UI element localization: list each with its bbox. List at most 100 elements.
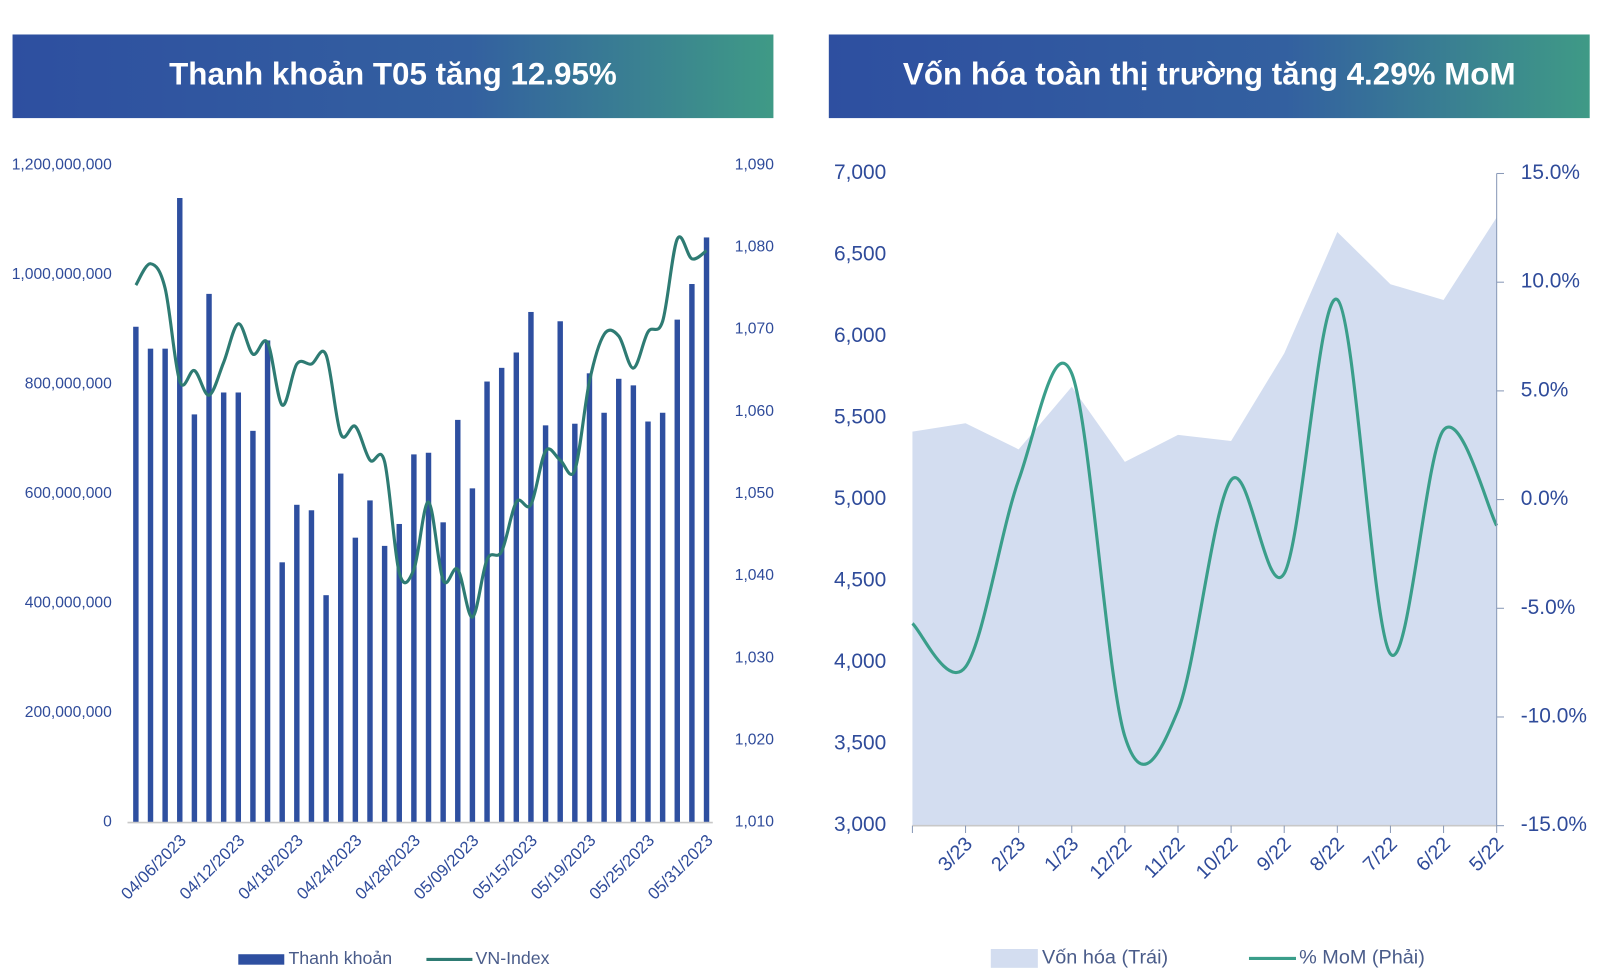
y-tick-label: 6,500	[834, 243, 886, 266]
y2-tick-label: 5.0%	[1521, 378, 1569, 401]
chart-title: Vốn hóa toàn thị trường tăng 4.29% MoM	[903, 57, 1516, 92]
bar	[703, 237, 710, 823]
y2-tick-label: 0.0%	[1521, 487, 1569, 510]
y2-tick-label: 1,070	[735, 321, 774, 338]
bar	[206, 293, 212, 823]
y2-tick-label: -5.0%	[1521, 596, 1576, 619]
bar	[162, 348, 168, 823]
bar	[513, 352, 520, 823]
bar	[323, 595, 329, 823]
bar	[338, 473, 344, 823]
bar	[352, 537, 359, 823]
bar	[264, 340, 271, 823]
y-tick-label: 1,200,000,000	[12, 156, 112, 173]
bar	[469, 488, 476, 823]
y-tick-label: 200,000,000	[25, 704, 112, 721]
bar	[440, 522, 446, 823]
bar	[250, 430, 256, 823]
y2-tick-label: 1,060	[735, 403, 774, 420]
y2-tick-label: 1,030	[735, 649, 774, 666]
y2-tick-label: 1,010	[735, 814, 774, 831]
bar	[659, 412, 666, 823]
y-tick-label: 7,000	[834, 161, 886, 184]
bar	[542, 425, 549, 823]
bar	[411, 454, 417, 823]
legend-label: VN-Index	[476, 948, 550, 968]
y2-tick-label: 10.0%	[1521, 270, 1580, 293]
x-tick-label: 8/22	[1306, 833, 1349, 876]
bar	[557, 321, 563, 823]
chart: Thanh khoản T05 tăng 12.95% 0 200,000,000 4…	[12, 34, 774, 968]
x-tick-label: 12/22	[1086, 833, 1137, 884]
legend-label: Thanh khoản	[288, 948, 392, 968]
bar	[586, 373, 593, 823]
y-tick-label: 400,000,000	[25, 595, 112, 612]
y-tick-label: 3,500	[834, 732, 886, 755]
bar	[616, 378, 622, 823]
y2-tick-label: 1,050	[735, 485, 774, 502]
legend-label: Vốn hóa (Trái)	[1042, 947, 1168, 969]
y-tick-label: 600,000,000	[25, 485, 112, 502]
bar	[498, 367, 505, 823]
y-tick-label: 4,500	[834, 569, 886, 592]
y2-tick-label: -10.0%	[1521, 704, 1587, 727]
bar	[396, 523, 402, 823]
bar	[425, 452, 432, 823]
y-tick-label: 5,000	[834, 487, 886, 510]
bar	[455, 419, 461, 823]
chart: Vốn hóa toàn thị trường tăng 4.29% MoM 3,…	[828, 34, 1590, 969]
x-tick-label: 2/23	[987, 833, 1030, 876]
y2-tick-label: 1,090	[735, 156, 774, 173]
chart-title: Thanh khoản T05 tăng 12.95%	[169, 57, 617, 92]
bar	[308, 510, 315, 823]
bar	[572, 423, 578, 823]
bar	[235, 392, 242, 823]
y2-tick-label: 1,080	[735, 238, 774, 255]
bar	[294, 504, 300, 823]
x-tick-label: 11/22	[1140, 833, 1190, 883]
bar	[191, 414, 198, 823]
x-tick-label: 7/22	[1359, 833, 1402, 876]
y-tick-label: 1,000,000,000	[12, 266, 112, 283]
bar	[133, 326, 139, 823]
bar	[645, 421, 651, 823]
x-tick-label: 10/22	[1192, 833, 1243, 884]
title-banner	[828, 34, 1590, 119]
bar	[177, 198, 183, 823]
line	[911, 297, 1499, 766]
y-tick-label: 4,000	[834, 650, 886, 673]
y2-tick-label: 15.0%	[1521, 161, 1580, 184]
bar	[484, 381, 490, 823]
x-tick-label: 9/22	[1253, 833, 1296, 876]
legend-swatch	[990, 949, 1038, 968]
y-tick-label: 3,000	[834, 813, 886, 836]
bar	[689, 284, 695, 823]
bar	[147, 348, 154, 823]
bar	[528, 311, 534, 823]
bar	[674, 319, 680, 823]
y-tick-label: 0	[103, 814, 112, 831]
y-tick-label: 5,500	[834, 406, 886, 429]
x-tick-label: 1/23	[1040, 833, 1083, 876]
x-tick-label: 6/22	[1412, 833, 1455, 876]
y2-tick-label: 1,020	[735, 732, 774, 749]
y-tick-label: 6,000	[834, 324, 886, 347]
y-tick-label: 800,000,000	[25, 375, 112, 392]
bar	[367, 500, 373, 823]
line	[134, 235, 708, 619]
y2-tick-label: -15.0%	[1521, 813, 1587, 836]
bar	[279, 562, 285, 823]
x-tick-label: 3/23	[934, 833, 977, 876]
legend-label: % MoM (Phải)	[1299, 947, 1425, 969]
bar	[630, 385, 637, 823]
x-tick-label: 5/22	[1465, 833, 1508, 876]
area	[912, 217, 1497, 826]
bar	[220, 392, 227, 823]
y2-tick-label: 1,040	[735, 567, 774, 584]
bar	[601, 412, 607, 823]
legend-swatch	[238, 954, 285, 965]
title-banner	[12, 34, 774, 119]
bar	[381, 545, 388, 823]
